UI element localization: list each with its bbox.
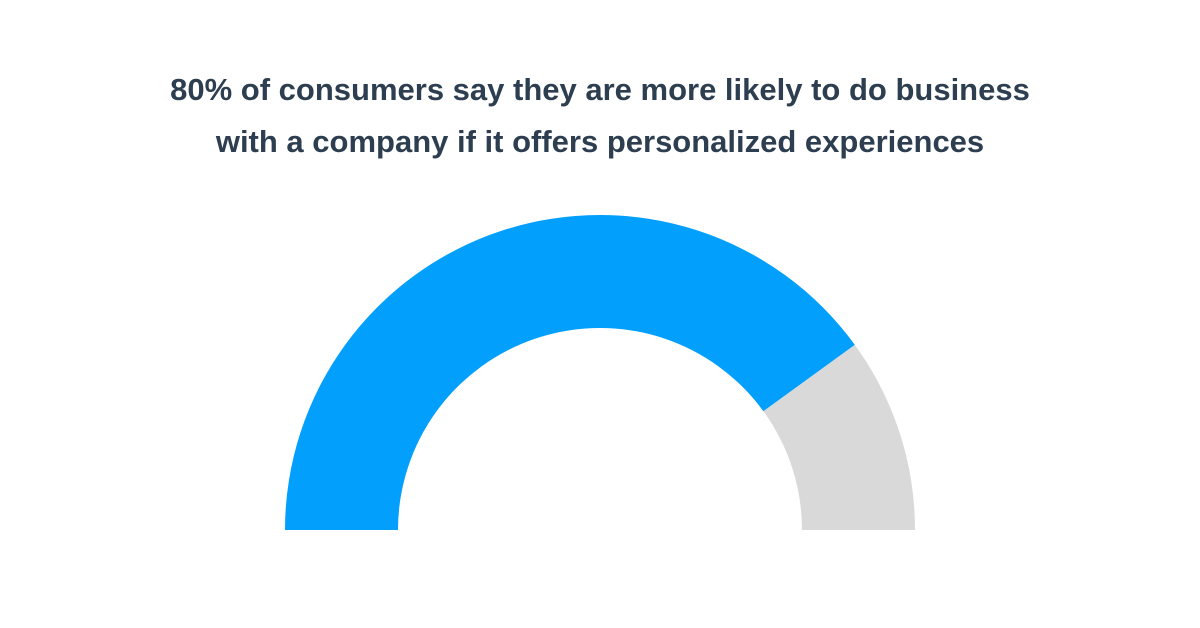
gauge-segment-filled — [285, 215, 855, 530]
chart-title: 80% of consumers say they are more likel… — [40, 64, 1160, 168]
gauge-segment-remaining — [763, 344, 915, 530]
chart-title-line-1: 80% of consumers say they are more likel… — [170, 72, 1030, 107]
chart-title-line-2: with a company if it offers personalized… — [215, 124, 985, 159]
